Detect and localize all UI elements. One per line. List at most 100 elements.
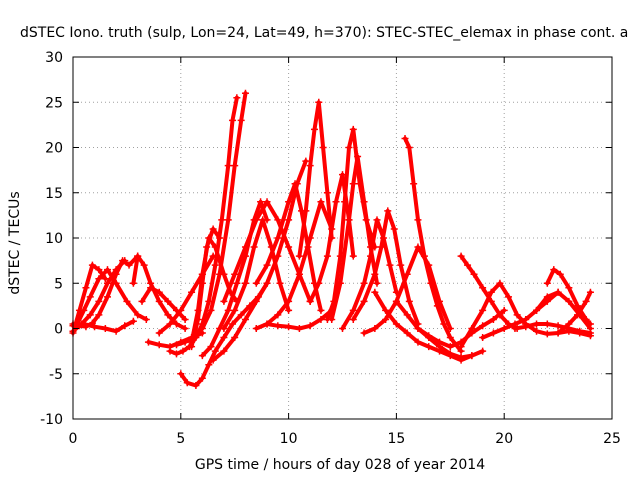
series-track [543,266,594,328]
data-point-marker [464,261,472,269]
data-point-marker [386,261,394,269]
data-point-marker [496,311,504,319]
data-point-marker [229,116,237,124]
data-point-marker [172,341,180,349]
data-point-marker [425,343,433,351]
data-point-marker [533,320,541,328]
data-point-marker [86,311,94,319]
data-point-marker [403,270,411,278]
data-point-marker [414,243,422,251]
series-line [534,290,593,331]
data-point-marker [328,315,336,323]
series-line [211,159,308,363]
data-point-marker [144,338,152,346]
x-axis-label: GPS time / hours of day 028 of year 2014 [195,457,485,473]
data-point-marker [86,293,94,301]
data-point-marker [392,320,400,328]
data-point-marker [112,266,120,274]
data-point-marker [349,180,357,188]
data-point-marker [341,198,349,206]
data-point-marker [403,311,411,319]
data-point-marker [188,343,196,351]
y-tick-label: 5 [54,276,63,292]
series-line [297,100,334,259]
series-track [252,180,325,314]
data-point-marker [446,343,454,351]
data-point-marker [295,252,303,260]
data-point-marker [323,189,331,197]
data-point-marker [172,350,180,358]
data-point-marker [103,266,111,274]
data-point-marker [203,243,211,251]
data-point-marker [241,279,249,287]
data-point-marker [425,332,433,340]
data-point-marker [511,325,519,332]
data-point-marker [252,279,260,287]
data-point-marker [224,162,232,170]
data-point-marker [332,198,340,206]
data-point-marker [457,252,465,260]
data-point-marker [285,323,293,331]
data-point-marker [533,306,541,314]
data-point-marker [263,198,271,206]
series-track [172,89,249,349]
data-point-marker [233,94,241,102]
data-point-marker [241,315,249,323]
data-point-marker [91,323,99,331]
data-point-marker [373,216,381,224]
data-point-marker [317,306,325,314]
data-point-marker [263,320,271,328]
data-point-marker [550,266,558,274]
series-line [221,217,291,331]
data-point-marker [291,180,299,188]
data-point-marker [565,320,573,328]
y-tick-label: -5 [49,367,63,383]
data-point-marker [241,243,249,251]
data-point-marker [101,275,109,283]
data-point-marker [339,171,346,179]
data-point-marker [211,347,219,355]
data-point-marker [177,370,185,378]
data-point-marker [285,198,293,206]
data-point-marker [405,144,413,151]
data-point-marker [392,297,400,305]
data-point-marker [315,279,323,287]
data-point-marker [274,311,282,319]
data-point-marker [496,279,504,287]
data-point-marker [80,306,88,314]
data-point-marker [231,270,239,278]
data-point-marker [317,315,325,323]
data-point-marker [241,89,249,97]
data-point-marker [306,297,314,305]
data-point-marker [229,320,237,328]
data-point-marker [554,322,562,330]
series-line [403,136,464,354]
data-point-marker [140,261,148,269]
data-point-marker [479,334,487,342]
data-point-marker [285,297,293,305]
series-line [340,217,399,331]
series-track [522,320,594,340]
data-point-marker [274,234,282,242]
data-point-marker [302,207,310,215]
data-point-marker [220,347,228,355]
y-tick-label: 15 [45,186,63,202]
data-point-marker [142,315,150,323]
data-point-marker [489,315,497,323]
data-point-marker [209,356,217,364]
data-point-marker [134,311,142,319]
data-point-marker [349,306,357,314]
data-point-marker [237,311,245,319]
data-point-marker [306,162,314,170]
series-line [459,281,528,349]
data-point-marker [310,125,318,133]
data-point-marker [138,297,146,305]
data-point-marker [446,334,454,342]
data-point-marker [276,279,284,287]
data-point-marker [295,325,303,332]
series-track [349,207,422,328]
data-point-marker [285,243,293,251]
data-point-marker [397,261,405,269]
data-point-marker [349,315,357,323]
data-point-marker [306,322,314,330]
